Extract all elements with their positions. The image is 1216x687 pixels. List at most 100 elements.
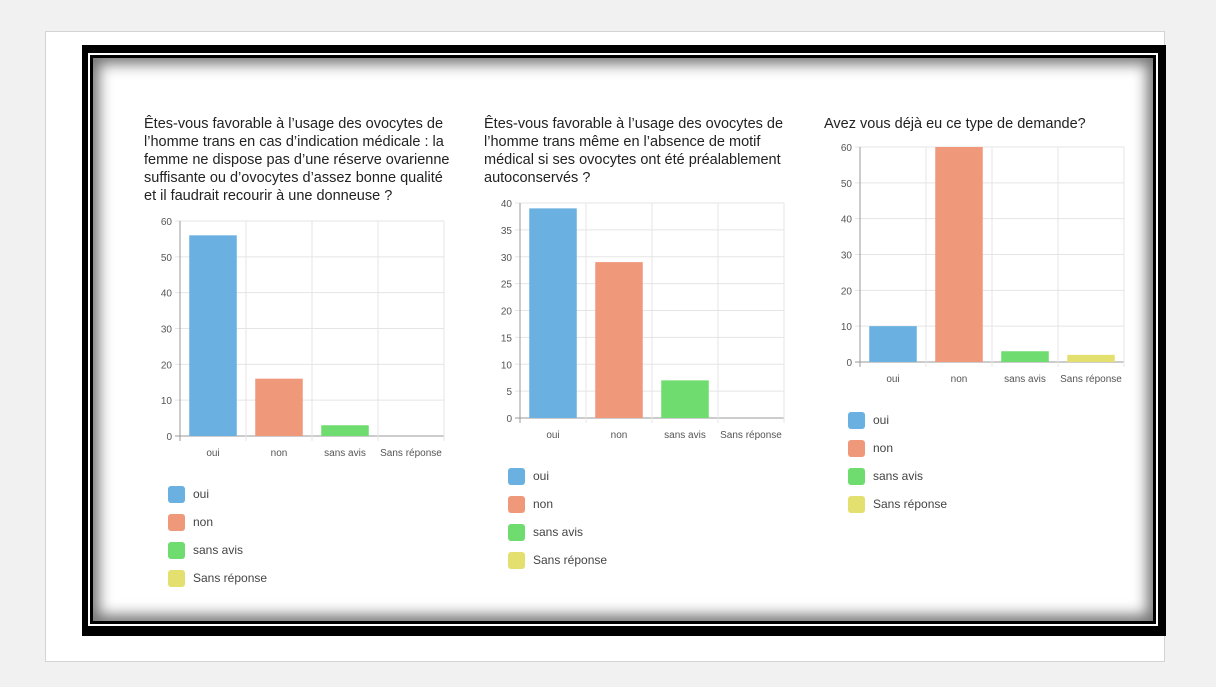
legend-item-sans-reponse: Sans réponse bbox=[848, 490, 947, 518]
y-tick-label: 50 bbox=[161, 253, 173, 264]
x-tick-label: oui bbox=[546, 430, 559, 441]
chart-1-title-line: suffisante ou d’ovocytes d’assez bonne q… bbox=[144, 170, 443, 186]
legend-item-sans-avis: sans avis bbox=[168, 536, 267, 564]
x-tick-label: oui bbox=[206, 448, 219, 459]
y-tick-label: 25 bbox=[501, 280, 513, 291]
y-tick-label: 30 bbox=[841, 251, 853, 262]
chart-1-title: Êtes-vous favorable à l’usage des ovocyt… bbox=[144, 115, 474, 205]
legend-swatch-sans-reponse bbox=[508, 551, 525, 569]
y-tick-label: 30 bbox=[501, 253, 513, 264]
legend-label-sans-reponse: Sans réponse bbox=[193, 571, 268, 585]
legend-swatch-sans-avis bbox=[168, 541, 185, 559]
chart-3-legend: oui non sans avis Sans réponse bbox=[848, 406, 947, 518]
legend-swatch-oui bbox=[508, 467, 525, 485]
legend-label-oui: oui bbox=[873, 413, 890, 427]
legend-item-oui: oui bbox=[508, 462, 607, 490]
bar-sans-avis bbox=[661, 380, 709, 418]
y-tick-label: 20 bbox=[841, 286, 853, 297]
legend-label-non: non bbox=[533, 497, 554, 511]
bar-oui bbox=[529, 208, 577, 418]
x-tick-label: Sans réponse bbox=[380, 448, 442, 459]
chart-2-title-line: l’homme trans même en l’absence de motif bbox=[484, 134, 761, 150]
y-tick-label: 35 bbox=[501, 226, 513, 237]
x-tick-label: Sans réponse bbox=[720, 430, 782, 441]
chart-3-title: Avez vous déjà eu ce type de demande? bbox=[824, 115, 1144, 133]
legend-item-oui: oui bbox=[848, 406, 947, 434]
chart-1-title-line: et il faudrait recourir à une donneuse ? bbox=[144, 188, 393, 204]
x-tick-label: oui bbox=[886, 374, 899, 385]
y-tick-label: 40 bbox=[161, 289, 173, 300]
legend-swatch-sans-avis bbox=[508, 523, 525, 541]
y-tick-label: 0 bbox=[166, 432, 172, 443]
chart-1-legend: oui non sans avis Sans réponse bbox=[168, 480, 267, 592]
y-tick-label: 15 bbox=[501, 333, 513, 344]
legend-label-sans-reponse: Sans réponse bbox=[533, 553, 608, 567]
chart-1-title-line: Êtes-vous favorable à l’usage des ovocyt… bbox=[144, 116, 444, 132]
x-tick-label: non bbox=[611, 430, 628, 441]
legend-swatch-non bbox=[508, 495, 525, 513]
bar-non bbox=[935, 147, 983, 362]
y-tick-label: 40 bbox=[501, 199, 513, 210]
legend-label-sans-avis: sans avis bbox=[533, 525, 584, 539]
y-tick-label: 20 bbox=[161, 360, 173, 371]
x-tick-label: sans avis bbox=[664, 430, 706, 441]
legend-swatch-sans-reponse bbox=[848, 495, 865, 513]
y-tick-label: 30 bbox=[161, 325, 173, 336]
bar-sans-avis bbox=[321, 425, 369, 436]
x-tick-label: sans avis bbox=[1004, 374, 1046, 385]
chart-2-title-line: autoconservés ? bbox=[484, 170, 591, 186]
legend-label-sans-avis: sans avis bbox=[193, 543, 244, 557]
legend-item-sans-reponse: Sans réponse bbox=[508, 546, 607, 574]
chart-1-title-line: femme ne dispose pas d’une réserve ovari… bbox=[144, 152, 450, 168]
chart-2-legend: oui non sans avis Sans réponse bbox=[508, 462, 607, 574]
legend-label-sans-reponse: Sans réponse bbox=[873, 497, 948, 511]
y-tick-label: 0 bbox=[846, 358, 852, 369]
bar-sans-reponse bbox=[1067, 354, 1115, 362]
bar-sans-avis bbox=[1001, 351, 1049, 362]
legend-swatch-sans-avis bbox=[848, 467, 865, 485]
chart-2-title-line: Êtes-vous favorable à l’usage des ovocyt… bbox=[484, 116, 784, 132]
legend-item-non: non bbox=[508, 490, 607, 518]
bar-non bbox=[595, 262, 643, 418]
legend-item-non: non bbox=[848, 434, 947, 462]
y-tick-label: 60 bbox=[161, 217, 173, 228]
legend-swatch-sans-reponse bbox=[168, 569, 185, 587]
bar-oui bbox=[189, 235, 237, 436]
y-tick-label: 10 bbox=[161, 396, 173, 407]
y-tick-label: 50 bbox=[841, 179, 853, 190]
x-tick-label: sans avis bbox=[324, 448, 366, 459]
x-tick-label: non bbox=[951, 374, 968, 385]
bar-oui bbox=[869, 326, 917, 362]
bar-non bbox=[255, 378, 303, 436]
y-tick-label: 40 bbox=[841, 215, 853, 226]
legend-item-non: non bbox=[168, 508, 267, 536]
legend-label-non: non bbox=[873, 441, 894, 455]
legend-swatch-oui bbox=[848, 411, 865, 429]
y-tick-label: 10 bbox=[501, 360, 513, 371]
chart-3-title-line: Avez vous déjà eu ce type de demande? bbox=[824, 116, 1086, 132]
y-tick-label: 10 bbox=[841, 322, 853, 333]
y-tick-label: 5 bbox=[506, 387, 512, 398]
chart-1-title-line: l’homme trans en cas d’indication médica… bbox=[144, 134, 444, 150]
chart-2-title: Êtes-vous favorable à l’usage des ovocyt… bbox=[484, 115, 804, 187]
legend-item-sans-avis: sans avis bbox=[848, 462, 947, 490]
x-tick-label: Sans réponse bbox=[1060, 374, 1122, 385]
chart-2-title-line: médical si ses ovocytes ont été préalabl… bbox=[484, 152, 781, 168]
legend-label-oui: oui bbox=[193, 487, 210, 501]
y-tick-label: 60 bbox=[841, 143, 853, 154]
legend-swatch-non bbox=[168, 513, 185, 531]
y-tick-label: 20 bbox=[501, 307, 513, 318]
y-tick-label: 0 bbox=[506, 414, 512, 425]
legend-item-sans-reponse: Sans réponse bbox=[168, 564, 267, 592]
legend-label-sans-avis: sans avis bbox=[873, 469, 924, 483]
legend-item-sans-avis: sans avis bbox=[508, 518, 607, 546]
legend-label-oui: oui bbox=[533, 469, 550, 483]
legend-item-oui: oui bbox=[168, 480, 267, 508]
legend-swatch-oui bbox=[168, 485, 185, 503]
legend-label-non: non bbox=[193, 515, 214, 529]
legend-swatch-non bbox=[848, 439, 865, 457]
x-tick-label: non bbox=[271, 448, 288, 459]
